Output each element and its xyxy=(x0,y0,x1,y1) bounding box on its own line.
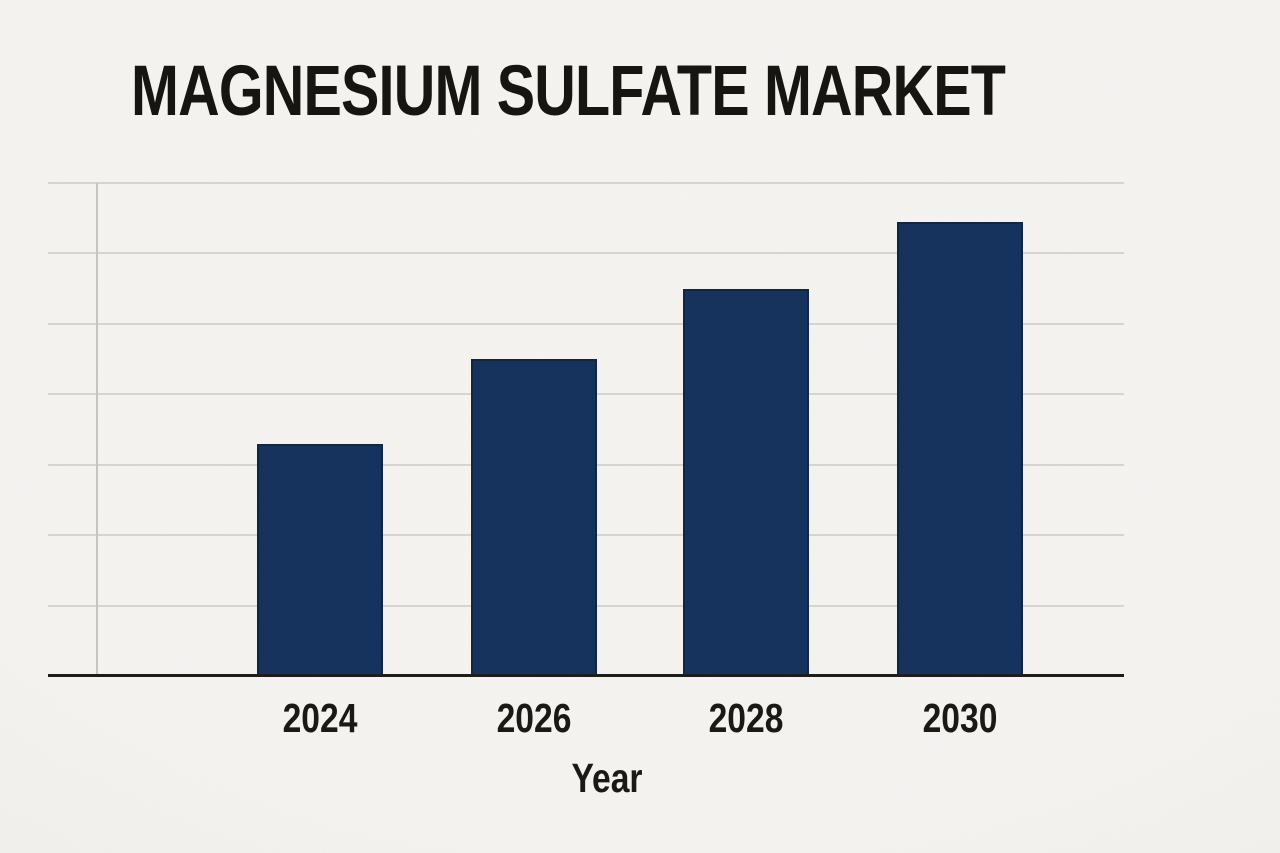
x-axis-title: Year xyxy=(571,755,643,801)
bar-2030 xyxy=(896,222,1023,676)
plot-area xyxy=(48,182,1124,677)
bar-2028 xyxy=(682,289,809,676)
bar-2026 xyxy=(470,359,597,676)
chart-title: MAGNESIUM SULFATE MARKET xyxy=(131,52,1006,131)
x-tick-label-2026: 2026 xyxy=(496,695,571,741)
gridline xyxy=(48,182,1124,184)
y-axis-line xyxy=(96,183,98,676)
gridline xyxy=(48,322,1124,325)
x-tick-label-2030: 2030 xyxy=(922,695,997,741)
gridline xyxy=(48,252,1124,255)
x-tick-label-2024: 2024 xyxy=(282,695,358,741)
bar-2024 xyxy=(257,444,383,676)
x-tick-label-2028: 2028 xyxy=(708,695,783,741)
x-axis-line xyxy=(48,674,1124,677)
